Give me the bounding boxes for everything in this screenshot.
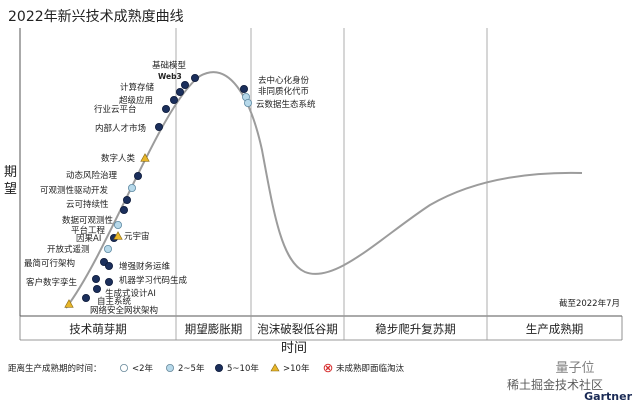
- phase-label: 期望膨胀期: [185, 322, 243, 336]
- tech-label: 元宇宙: [124, 231, 150, 242]
- watermark-site: 稀土掘金技术社区: [507, 377, 603, 392]
- tech-label: 动态风险治理: [66, 170, 118, 181]
- tech-label: 开放式遥测: [47, 244, 90, 255]
- tech-marker-circle: [92, 274, 101, 283]
- legend-marker-circle: [120, 363, 129, 372]
- technology-points: 基础模型Web3计算存储超级应用行业云平台内部人才市场数字人类动态风险治理可观测…: [24, 60, 316, 316]
- tech-label: 生成式设计AI: [105, 288, 156, 299]
- tech-marker-circle: [127, 183, 136, 192]
- as-of-date: 截至2022年7月: [559, 298, 620, 309]
- y-axis-label-2: 望: [4, 181, 17, 197]
- tech-marker-triangle: [113, 231, 123, 240]
- tech-label: 非同质化代币: [258, 86, 309, 97]
- legend-label: <2年: [132, 363, 154, 374]
- legend: 距离生产成熟期的时间： <2年 2~5年 5~10年 >10年 未成熟即面临淘汰: [8, 363, 405, 374]
- tech-marker-circle: [133, 171, 142, 180]
- tech-label: 增强财务运维: [119, 261, 171, 272]
- tech-marker-circle: [105, 261, 114, 270]
- tech-label: 云数据生态系统: [256, 99, 316, 110]
- tech-label: 数字人类: [101, 153, 136, 164]
- legend-prefix: 距离生产成熟期的时间：: [8, 363, 102, 374]
- watermark-brand: 量子位: [555, 361, 594, 376]
- tech-marker-circle: [169, 96, 178, 105]
- tech-label: 行业云平台: [94, 104, 137, 115]
- tech-marker-circle: [105, 277, 114, 286]
- tech-label: 因果AI: [76, 234, 101, 244]
- tech-label: 基础模型: [152, 60, 187, 71]
- plot-frame: [19, 28, 623, 341]
- tech-label: 自主系统: [97, 296, 132, 307]
- tech-marker-circle: [114, 220, 123, 229]
- x-axis-label: 时间: [281, 341, 307, 356]
- legend-marker-x: [325, 365, 331, 371]
- tech-marker-circle: [239, 85, 248, 94]
- phase-labels: 技术萌芽期 期望膨胀期 泡沫破裂低谷期 稳步爬升复苏期 生产成熟期: [69, 322, 583, 336]
- tech-marker-circle: [82, 293, 91, 302]
- tech-label: 网络安全网状架构: [90, 305, 158, 316]
- phase-label: 技术萌芽期: [69, 322, 127, 336]
- phase-label: 稳步爬升复苏期: [375, 322, 456, 336]
- tech-label: 去中心化身份: [258, 75, 310, 86]
- tech-marker-circle: [161, 105, 170, 114]
- tech-label: Web3: [158, 72, 182, 81]
- tech-label: 可观测性驱动开发: [40, 185, 109, 196]
- hype-curve: [65, 71, 583, 309]
- tech-marker-circle: [123, 195, 132, 204]
- tech-marker-circle: [243, 99, 252, 108]
- chart-title: 2022年新兴技术成熟度曲线: [8, 9, 184, 25]
- tech-label: 云可持续性: [66, 199, 109, 210]
- legend-marker-circle: [165, 363, 174, 372]
- legend-label: 5~10年: [227, 363, 259, 374]
- legend-marker-circle: [214, 363, 223, 372]
- tech-label: 数据可观测性: [62, 215, 114, 226]
- tech-label: 计算存储: [120, 82, 155, 93]
- hype-curve-line: [65, 71, 583, 309]
- tech-marker-circle: [104, 244, 113, 253]
- y-axis-label: 期: [4, 165, 17, 180]
- tech-label: 平台工程: [71, 225, 106, 236]
- tech-marker-circle: [175, 88, 184, 97]
- tech-label: 机器学习代码生成: [119, 275, 188, 286]
- legend-marker-triangle: [270, 363, 280, 372]
- phase-label: 生产成熟期: [526, 322, 584, 336]
- tech-marker-circle: [154, 123, 163, 132]
- legend-label: 未成熟即面临淘汰: [336, 363, 405, 374]
- tech-label: 最简可行架构: [24, 258, 75, 269]
- legend-label: 2~5年: [178, 363, 205, 374]
- tech-marker-circle: [180, 81, 189, 90]
- tech-label: 客户数字孪生: [26, 277, 78, 288]
- legend-label: >10年: [283, 363, 310, 374]
- tech-marker-circle: [93, 284, 102, 293]
- tech-label: 内部人才市场: [95, 123, 146, 134]
- phase-label: 泡沫破裂低谷期: [257, 322, 338, 336]
- tech-marker-triangle: [140, 153, 150, 162]
- tech-marker-circle: [120, 205, 129, 214]
- tech-label: 超级应用: [119, 95, 153, 106]
- tech-marker-triangle: [64, 299, 74, 308]
- tech-marker-circle: [190, 74, 199, 83]
- watermark-vendor: Gartner: [584, 390, 632, 403]
